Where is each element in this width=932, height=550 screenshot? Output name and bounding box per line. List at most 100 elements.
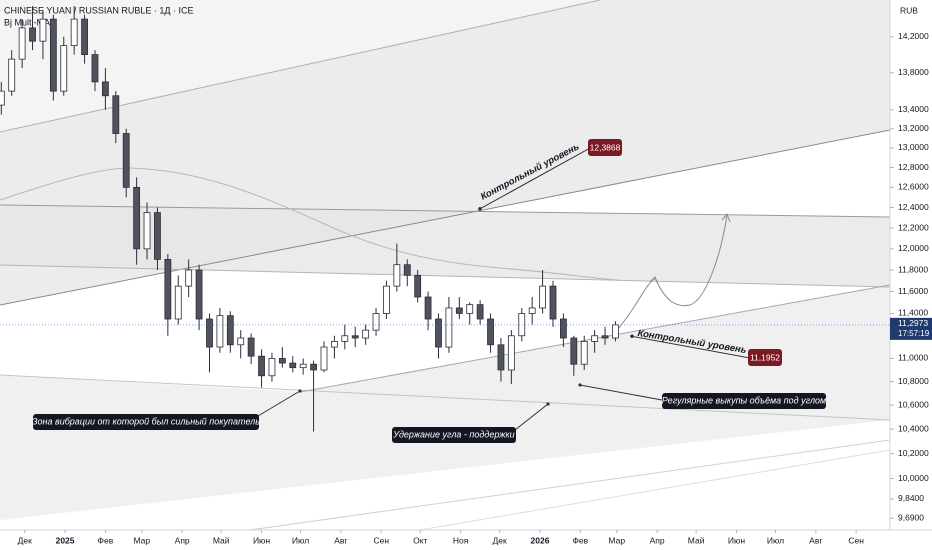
candle-body: [341, 335, 349, 342]
candle-body: [185, 269, 193, 287]
x-tick-label: Сен: [373, 535, 389, 545]
candle-body: [70, 18, 78, 47]
x-tick-label: Июн: [253, 535, 270, 545]
candle-body: [81, 18, 88, 56]
lower-shade: [0, 285, 890, 520]
x-tick-label: Июн: [728, 535, 745, 545]
y-tick-label: 11,0000: [898, 353, 928, 363]
candle-body: [122, 133, 130, 188]
candle-body: [507, 335, 515, 371]
x-tick-label: Окт: [413, 535, 427, 545]
last-price-tag: [890, 317, 932, 340]
candle-body: [487, 318, 494, 346]
x-tick-label: 2026: [531, 535, 550, 545]
candle-body: [310, 363, 317, 371]
x-tick-label: Сен: [848, 535, 864, 545]
candle-body: [414, 274, 422, 298]
price-tag-box: [748, 349, 782, 366]
candle-body: [435, 318, 442, 348]
x-tick-label: Мар: [134, 535, 151, 545]
price-tag: 11,1952: [750, 352, 780, 362]
y-tick-label: 12,2000: [898, 222, 929, 232]
x-tick-label: Фев: [572, 535, 588, 545]
candle-body: [60, 45, 68, 92]
candle-body: [101, 81, 109, 97]
annotation-box: [392, 427, 516, 443]
x-tick-label: Мар: [608, 535, 625, 545]
x-tick-label: Апр: [175, 535, 190, 545]
candle-body: [424, 296, 432, 320]
candle-body: [195, 269, 203, 320]
connector: [257, 390, 301, 417]
candle-body: [612, 324, 619, 339]
y-tick-label: 11,6000: [898, 286, 928, 296]
candle-body: [0, 90, 5, 106]
trend-line: [0, 374, 891, 421]
indicator-label: Bj Multi-MA: [4, 17, 50, 27]
x-tick-label: Ноя: [453, 535, 469, 545]
candle-body: [591, 335, 599, 342]
candle-body: [299, 363, 307, 369]
candle-body: [497, 344, 505, 371]
candle-body: [18, 27, 26, 60]
candle-body: [91, 54, 99, 83]
arrowheads: [649, 213, 731, 285]
x-tick-label: Фев: [98, 535, 114, 545]
y-tick-label: 9,6900: [898, 512, 924, 522]
candle-body: [216, 315, 224, 348]
candle-body: [351, 335, 359, 339]
price-tag-box: [588, 139, 622, 156]
y-tick-label: 10,6000: [898, 399, 929, 409]
candle-body: [528, 307, 536, 314]
y-tick-label: 12,8000: [898, 162, 929, 172]
y-tick-label: 9,8400: [898, 493, 924, 503]
x-tick-label: Апр: [650, 535, 665, 545]
x-tick-label: Май: [213, 535, 230, 545]
candle-body: [372, 313, 380, 331]
candle-body: [133, 186, 141, 250]
candle-body: [164, 258, 172, 320]
candle-body: [39, 18, 47, 42]
candle-body: [403, 264, 411, 276]
annotation-box: [33, 414, 259, 430]
candle-body: [320, 346, 328, 371]
candle-body: [393, 264, 401, 287]
y-tick-label: 10,2000: [898, 448, 929, 458]
x-tick-label: 2025: [56, 535, 75, 545]
annotation: Зона вибрации от которой был сильный пок…: [32, 416, 260, 426]
price-tag: 12,3868: [590, 142, 621, 152]
moving-average: [0, 167, 619, 281]
candle-body: [268, 358, 276, 377]
candle-body: [278, 358, 286, 364]
candle-body: [258, 355, 265, 377]
candle-body: [8, 58, 16, 92]
y-tick-label: 10,0000: [898, 473, 929, 483]
anchor-dot: [478, 207, 482, 211]
trend-line: [0, 129, 891, 306]
candle-body: [539, 285, 546, 309]
candle-body: [466, 304, 474, 314]
trend-line: [419, 449, 891, 531]
x-tick-label: Дек: [18, 535, 32, 545]
annotation: Регулярные выкупы объёма под углом: [662, 395, 826, 405]
connector: [514, 403, 549, 431]
candle-body: [383, 285, 390, 314]
y-tick-label: 10,8000: [898, 376, 929, 386]
y-tick-label: 13,2000: [898, 123, 929, 133]
candle-body: [549, 285, 557, 320]
band-shade: [0, 205, 890, 287]
candle-body: [601, 335, 609, 339]
drawings: [0, 0, 891, 531]
anchor-dot: [578, 383, 582, 387]
candle-body: [247, 337, 255, 357]
annotation-box: [662, 393, 826, 409]
trend-line: [0, 0, 601, 133]
trend-line: [249, 439, 891, 531]
x-tick-label: Июл: [292, 535, 309, 545]
candle-body: [580, 341, 588, 365]
candle-body: [237, 337, 245, 346]
annotation: Удержание угла - поддержки: [392, 429, 514, 439]
candle-body: [455, 307, 463, 314]
candle-body: [112, 95, 120, 134]
